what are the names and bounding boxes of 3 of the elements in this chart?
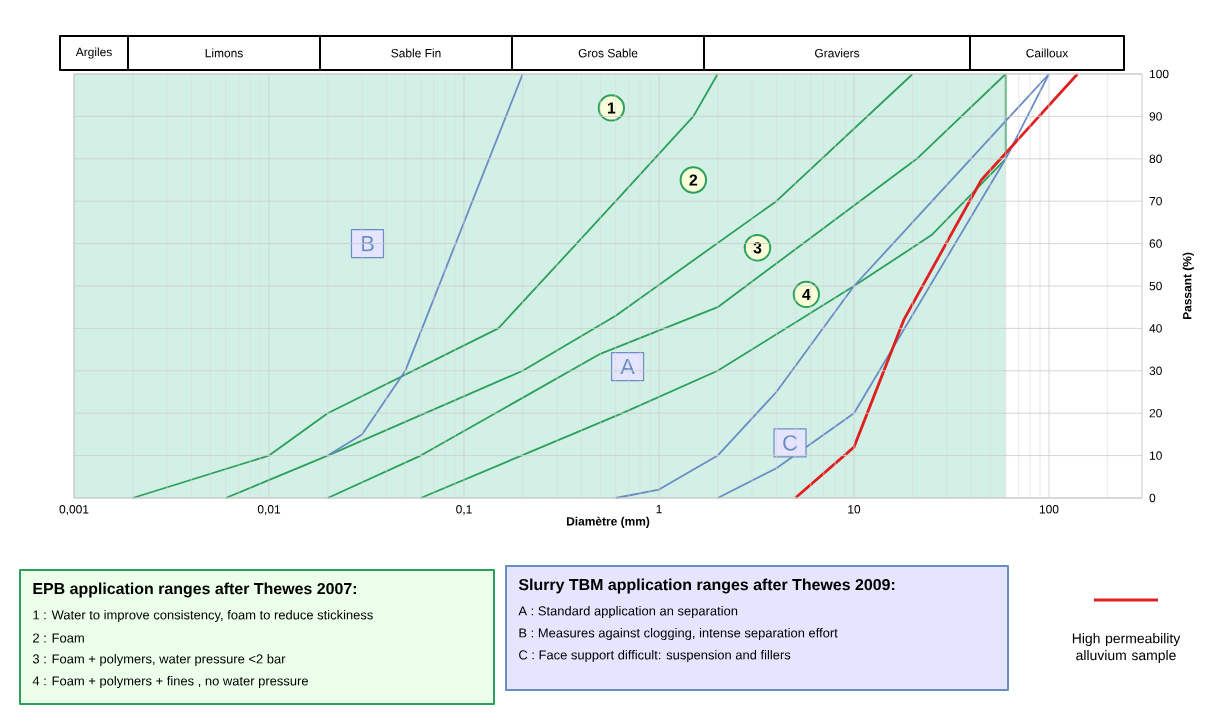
annotation: B <box>362 236 374 252</box>
annotation: C <box>783 435 798 451</box>
annotation: A <box>620 359 635 375</box>
